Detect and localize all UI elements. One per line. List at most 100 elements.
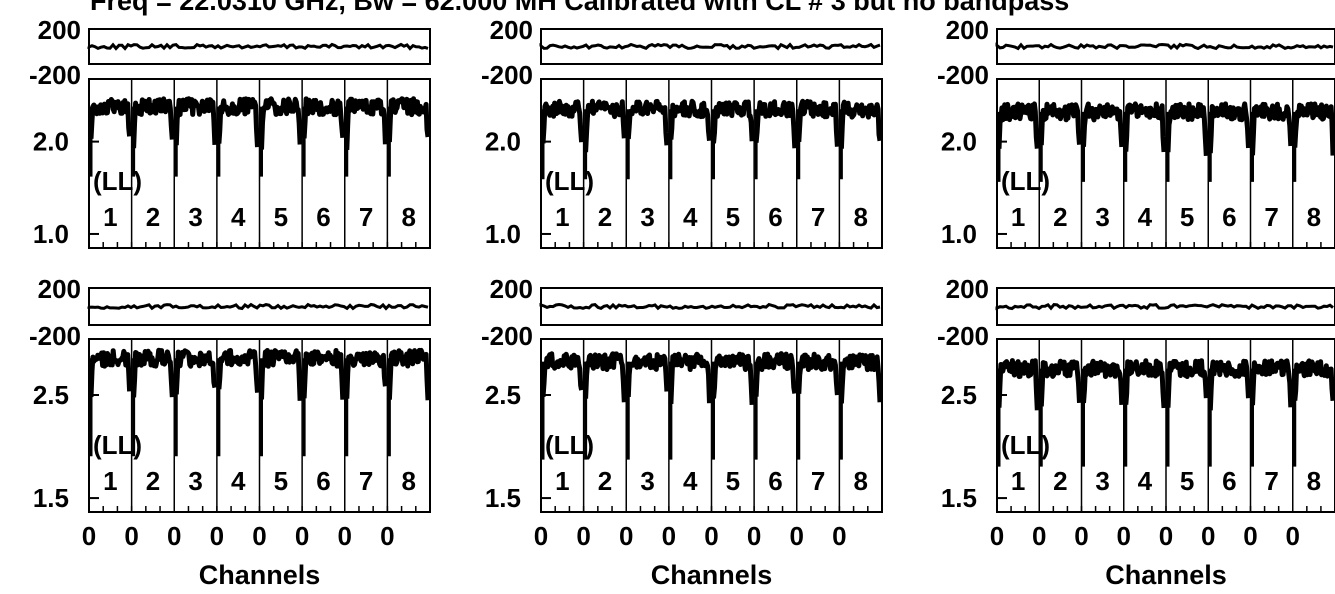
panel-r1-c3: 200 -200 2.0 1.0 1 2 3 4 5 6 7 8 (LL) bbox=[937, 15, 1335, 249]
amp-tick-label: 1.0 bbox=[485, 219, 521, 249]
amp-series-if6 bbox=[1207, 101, 1251, 154]
if-label: 4 bbox=[231, 202, 246, 232]
x-tick-label: 0 bbox=[1032, 521, 1046, 551]
phase-tick-label: -200 bbox=[937, 60, 989, 90]
amp-tick-label: 2.0 bbox=[33, 127, 69, 157]
x-tick-label: 0 bbox=[124, 521, 138, 551]
amp-series-if4 bbox=[668, 98, 712, 141]
amp-series-if7 bbox=[344, 350, 388, 399]
amp-series-if1 bbox=[996, 358, 1040, 411]
amp-tick-label: 2.0 bbox=[941, 127, 977, 157]
amp-series-if2 bbox=[131, 96, 175, 149]
amp-series-if1 bbox=[540, 351, 585, 397]
amp-series-if3 bbox=[625, 98, 670, 146]
amp-series-if5 bbox=[259, 348, 303, 401]
x-tick-label: 0 bbox=[662, 521, 676, 551]
x-tick-label: 0 bbox=[1286, 521, 1300, 551]
amp-series-if7 bbox=[344, 96, 388, 150]
phase-tick-label: -200 bbox=[937, 321, 989, 351]
if-label: 2 bbox=[598, 466, 612, 496]
if-label: 7 bbox=[359, 202, 373, 232]
polarization-label: (LL) bbox=[1001, 166, 1050, 196]
phase-series bbox=[87, 302, 429, 311]
amp-tick-label: 1.0 bbox=[941, 219, 977, 249]
if-label: 3 bbox=[1095, 202, 1109, 232]
if-label: 8 bbox=[401, 466, 415, 496]
if-label: 3 bbox=[188, 202, 202, 232]
amp-series-if3 bbox=[1081, 358, 1125, 406]
x-tick-label: 0 bbox=[747, 521, 761, 551]
x-axis-label: Channels bbox=[199, 560, 321, 590]
if-label: 2 bbox=[146, 466, 160, 496]
phase-tick-label: 200 bbox=[38, 274, 81, 304]
amp-tick-label: 2.0 bbox=[485, 127, 521, 157]
if-label: 8 bbox=[1307, 202, 1321, 232]
if-label: 7 bbox=[1264, 466, 1278, 496]
amp-tick-label: 2.5 bbox=[485, 380, 521, 410]
amp-series-if5 bbox=[259, 96, 303, 150]
if-label: 2 bbox=[1053, 202, 1067, 232]
if-label: 4 bbox=[1138, 466, 1153, 496]
amp-series-if5 bbox=[711, 99, 755, 144]
phase-series bbox=[539, 302, 881, 311]
phase-series bbox=[995, 302, 1334, 311]
amp-series-if6 bbox=[1207, 358, 1251, 411]
if-label: 6 bbox=[316, 466, 330, 496]
amp-series-if1 bbox=[540, 98, 585, 144]
amp-series-if8 bbox=[1292, 101, 1335, 156]
amp-series-if1 bbox=[88, 348, 133, 398]
x-tick-label: 0 bbox=[1243, 521, 1257, 551]
if-label: 3 bbox=[1095, 466, 1109, 496]
phase-series bbox=[87, 42, 429, 51]
x-tick-label: 0 bbox=[534, 521, 548, 551]
amp-series-if2 bbox=[1038, 358, 1082, 407]
if-label: 8 bbox=[1307, 466, 1321, 496]
if-label: 7 bbox=[359, 466, 373, 496]
if-label: 5 bbox=[274, 202, 288, 232]
amp-series-if6 bbox=[301, 348, 346, 400]
if-label: 2 bbox=[598, 202, 612, 232]
x-tick-label: 0 bbox=[619, 521, 633, 551]
amp-series-if8 bbox=[838, 99, 883, 149]
phase-tick-label: 200 bbox=[490, 15, 533, 45]
x-tick-label: 0 bbox=[990, 521, 1004, 551]
panel-r1-c1: 200 -200 2.0 1.0 1 2 3 4 5 6 7 8 (LL) bbox=[29, 15, 431, 249]
polarization-label: (LL) bbox=[93, 166, 142, 196]
amp-series-if3 bbox=[173, 348, 218, 395]
amp-series-if8 bbox=[386, 96, 431, 143]
x-tick-label: 0 bbox=[1074, 521, 1088, 551]
phase-tick-label: -200 bbox=[29, 60, 81, 90]
x-axis-label: Channels bbox=[651, 560, 773, 590]
polarization-label: (LL) bbox=[545, 430, 594, 460]
if-label: 5 bbox=[726, 202, 740, 232]
amp-series-if3 bbox=[1081, 101, 1125, 148]
amp-series-if5 bbox=[711, 351, 755, 406]
x-tick-label: 0 bbox=[167, 521, 181, 551]
amp-series-if7 bbox=[1250, 358, 1294, 408]
if-label: 4 bbox=[683, 466, 698, 496]
amp-series-if7 bbox=[1250, 101, 1294, 156]
if-label: 5 bbox=[274, 466, 288, 496]
amp-series-if4 bbox=[1123, 358, 1167, 409]
if-label: 1 bbox=[1011, 202, 1025, 232]
x-axis-label: Channels bbox=[1105, 560, 1227, 590]
amp-tick-label: 2.5 bbox=[33, 380, 69, 410]
amp-series-if1 bbox=[996, 101, 1040, 149]
polarization-label: (LL) bbox=[93, 430, 142, 460]
amp-series-if8 bbox=[386, 347, 431, 401]
phase-tick-label: -200 bbox=[481, 60, 533, 90]
figure-title: Freq = 22.0310 GHz, Bw = 62.000 MH Calib… bbox=[90, 0, 1069, 16]
phase-series bbox=[539, 42, 881, 51]
x-tick-label: 0 bbox=[380, 521, 394, 551]
polarization-label: (LL) bbox=[1001, 430, 1050, 460]
x-tick-label: 0 bbox=[576, 521, 590, 551]
amp-series-if4 bbox=[216, 96, 260, 148]
amp-series-if3 bbox=[173, 96, 218, 146]
amp-series-if8 bbox=[838, 352, 883, 404]
if-label: 7 bbox=[1264, 202, 1278, 232]
amp-series-if5 bbox=[1165, 358, 1209, 408]
amp-tick-label: 1.5 bbox=[485, 483, 521, 513]
